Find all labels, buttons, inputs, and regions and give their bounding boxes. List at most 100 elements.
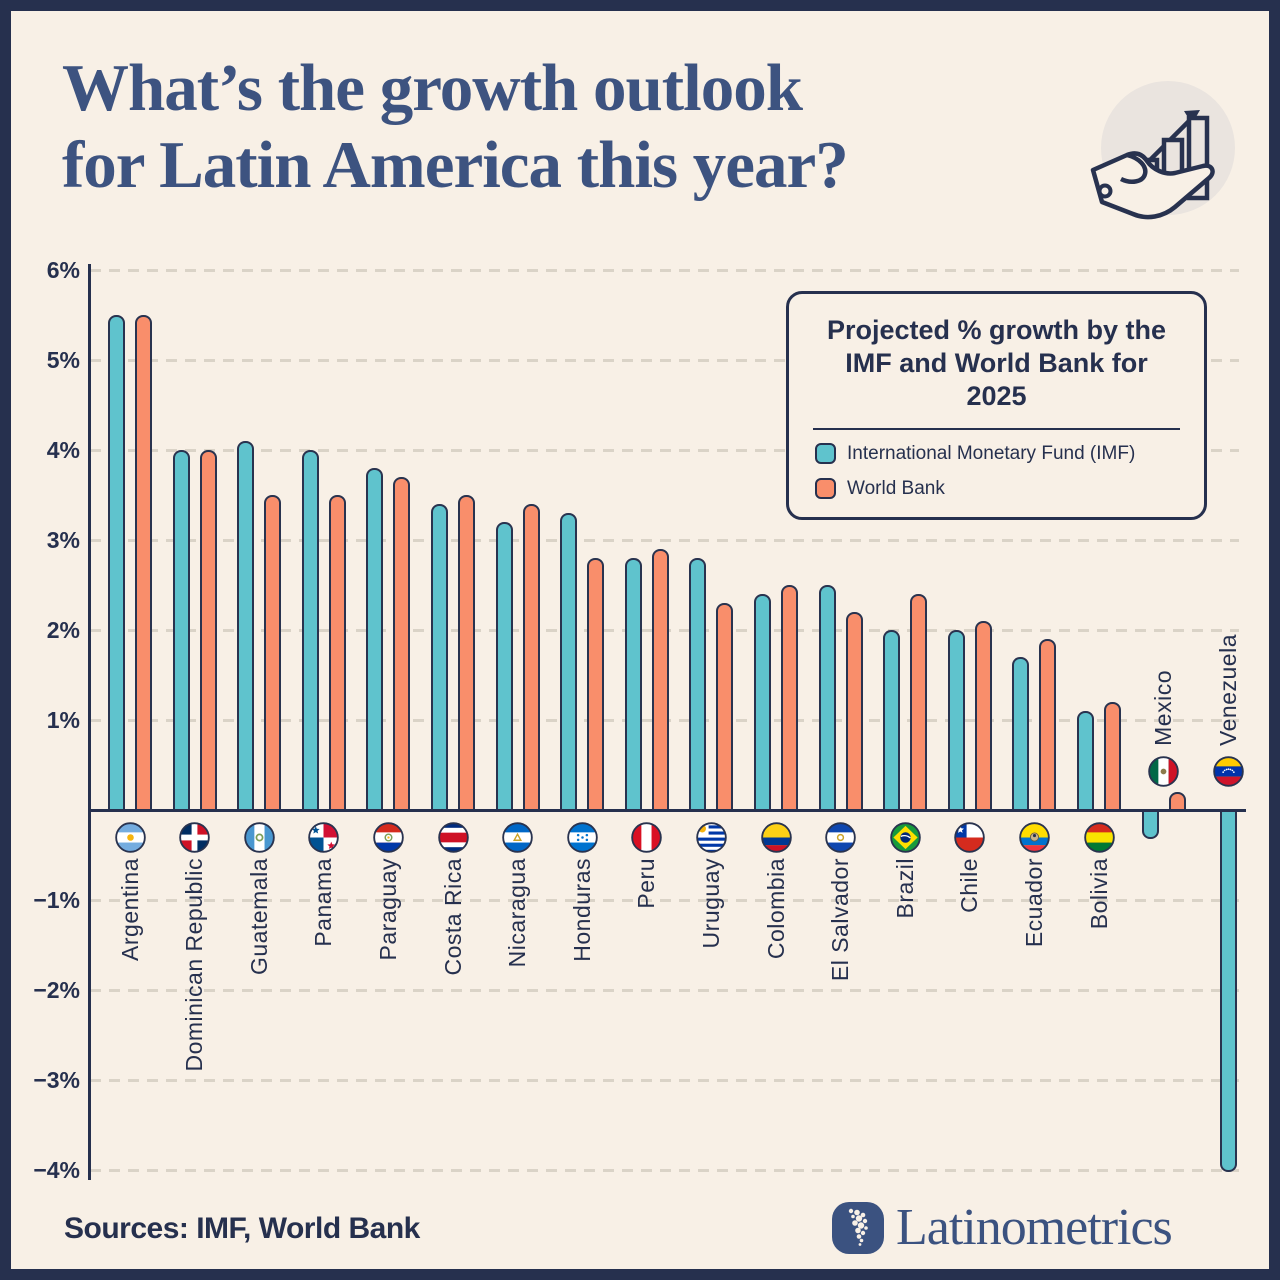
latinometrics-logo: Latinometrics xyxy=(832,1198,1173,1257)
bar-imf-dominican-republic xyxy=(172,450,190,812)
country-label: Honduras xyxy=(568,858,595,962)
legend-divider xyxy=(813,427,1180,430)
bar-wb-argentina xyxy=(135,315,152,812)
country-label: Guatemala xyxy=(245,858,272,976)
bar-wb-el-salvador xyxy=(845,612,863,812)
gridline xyxy=(90,539,1239,542)
bar-wb-uruguay xyxy=(716,603,734,812)
y-axis-label: 3% xyxy=(46,527,80,553)
bar-imf-panama xyxy=(301,450,319,812)
gridline xyxy=(90,1079,1239,1082)
country-label-box: Honduras xyxy=(562,858,602,1118)
bar-wb-panama xyxy=(328,495,346,812)
country-label-box: Paraguay xyxy=(368,858,408,1118)
el-salvador-flag-icon xyxy=(825,822,856,858)
country-label: Panama xyxy=(310,858,337,947)
x-axis-line xyxy=(88,809,1246,812)
chart-legend: Projected % growth by the IMF and World … xyxy=(786,291,1207,520)
country-label: El Salvador xyxy=(827,858,854,982)
legend-label-imf: International Monetary Fund (IMF) xyxy=(847,442,1136,464)
imf-swatch-icon xyxy=(815,443,836,465)
bar-imf-bolivia xyxy=(1077,711,1094,812)
country-label-box: Dominican Republic xyxy=(175,858,215,1118)
world-bank-swatch-icon xyxy=(815,478,836,500)
uruguay-flag-icon xyxy=(696,822,727,858)
bar-imf-paraguay xyxy=(366,468,384,812)
country-label: Costa Rica xyxy=(439,858,466,976)
bar-imf-brazil xyxy=(883,630,901,812)
country-label-box: Mexico xyxy=(1144,540,1184,746)
chile-flag-icon xyxy=(954,822,986,858)
hand-growth-icon xyxy=(1073,60,1248,245)
country-label: Nicaragua xyxy=(504,858,531,968)
honduras-flag-icon xyxy=(566,822,598,858)
country-label: Argentina xyxy=(116,858,143,961)
country-label-box: Peru xyxy=(627,858,667,1118)
y-axis-label: −1% xyxy=(33,887,80,913)
y-axis-label: 4% xyxy=(46,437,80,463)
bar-wb-peru xyxy=(651,549,669,812)
country-label-box: Argentina xyxy=(110,858,150,1118)
y-axis-line xyxy=(88,264,91,1180)
country-label-box: Panama xyxy=(304,858,344,1118)
bar-imf-el-salvador xyxy=(818,585,836,812)
bar-imf-nicaragua xyxy=(495,522,513,812)
country-label: Paraguay xyxy=(374,858,401,961)
bar-wb-guatemala xyxy=(264,495,282,812)
bar-wb-dominican-republic xyxy=(199,450,217,812)
y-axis-label: 6% xyxy=(46,257,80,283)
costa-rica-flag-icon xyxy=(437,822,469,858)
page-title: What’s the growth outlook for Latin Amer… xyxy=(62,50,849,204)
venezuela-flag-icon xyxy=(1212,756,1244,792)
title-line-1: What’s the growth outlook xyxy=(62,51,803,125)
bar-wb-mexico xyxy=(1168,792,1186,812)
bar-imf-costa-rica xyxy=(431,504,448,812)
country-label: Chile xyxy=(956,858,983,913)
brazil-flag-icon xyxy=(889,822,921,858)
y-axis-label: 1% xyxy=(46,707,80,733)
country-label: Venezuela xyxy=(1214,634,1241,746)
bar-wb-paraguay xyxy=(393,477,411,812)
bar-wb-brazil xyxy=(910,594,928,812)
bar-wb-honduras xyxy=(587,558,605,812)
y-axis-label: −3% xyxy=(33,1067,80,1093)
sources-note: Sources: IMF, World Bank xyxy=(64,1212,420,1245)
legend-item-world-bank: World Bank xyxy=(815,478,1204,500)
country-label-box: El Salvador xyxy=(821,858,861,1118)
y-axis-label: 5% xyxy=(46,347,80,373)
peru-flag-icon xyxy=(631,822,663,858)
dominican-republic-flag-icon xyxy=(179,822,210,858)
ecuador-flag-icon xyxy=(1019,822,1050,858)
gridline xyxy=(90,449,1239,452)
y-axis-label: −2% xyxy=(33,977,80,1003)
gridline xyxy=(90,899,1239,902)
country-label: Dominican Republic xyxy=(181,858,208,1072)
mexico-flag-icon xyxy=(1148,756,1179,792)
bar-imf-chile xyxy=(947,630,965,812)
country-label-box: Nicaragua xyxy=(498,858,538,1118)
country-label-box: Ecuador xyxy=(1014,858,1054,1118)
country-label-box: Chile xyxy=(950,858,990,1118)
guatemala-flag-icon xyxy=(243,822,275,858)
gridline xyxy=(90,269,1239,272)
gridline xyxy=(90,359,1239,362)
y-axis-label: −4% xyxy=(33,1157,80,1183)
bar-imf-peru xyxy=(624,558,642,812)
country-label: Brazil xyxy=(891,858,918,919)
bolivia-flag-icon xyxy=(1083,822,1115,858)
bar-wb-colombia xyxy=(781,585,798,812)
argentina-flag-icon xyxy=(114,822,146,858)
country-label: Ecuador xyxy=(1020,858,1047,948)
bar-wb-ecuador xyxy=(1039,639,1057,812)
bar-wb-bolivia xyxy=(1104,702,1121,812)
y-axis-label: 2% xyxy=(46,617,80,643)
bar-imf-mexico xyxy=(1141,810,1159,839)
bar-imf-ecuador xyxy=(1012,657,1030,812)
nicaragua-flag-icon xyxy=(502,822,533,858)
bar-imf-honduras xyxy=(560,513,578,812)
country-label-box: Brazil xyxy=(885,858,925,1118)
bar-wb-costa-rica xyxy=(458,495,475,812)
brand-name: Latinometrics xyxy=(896,1199,1173,1256)
country-label-box: Colombia xyxy=(756,858,796,1118)
